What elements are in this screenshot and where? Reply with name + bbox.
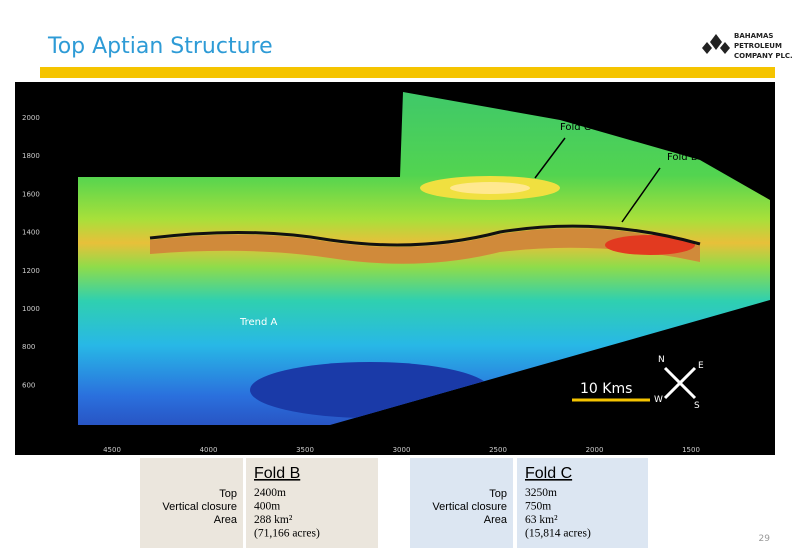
row-label: Area <box>214 514 238 526</box>
compass-label: S <box>694 401 700 411</box>
compass-label: N <box>658 355 665 365</box>
title-bar <box>40 67 775 78</box>
x-axis-label: 3000 <box>393 446 411 454</box>
annotation: Trend A <box>239 317 278 328</box>
logo: Bahamas Petroleum Company plc. <box>702 32 793 60</box>
row-value: 2400m <box>254 487 286 499</box>
arrow <box>534 137 566 179</box>
row-label: Vertical closure <box>432 501 507 513</box>
x-axis-label: 2000 <box>586 446 604 454</box>
compass-label: W <box>654 395 663 405</box>
row-label: Vertical closure <box>162 501 237 513</box>
title: Top Aptian Structure <box>47 34 273 59</box>
logo-text: Bahamas <box>734 32 773 40</box>
y-axis-label: 1400 <box>22 229 40 237</box>
row-value: 63 km² <box>525 514 558 526</box>
table-label-cell <box>410 458 513 548</box>
table-value-cell <box>246 458 378 548</box>
y-axis-label: 1800 <box>22 152 40 160</box>
y-axis-label: 1000 <box>22 305 40 313</box>
table-title: Fold C <box>525 465 572 482</box>
row-value: (15,814 acres) <box>525 528 591 540</box>
annotation: Fold B <box>667 152 698 163</box>
row-value: 288 km² <box>254 514 293 526</box>
logo-text: Petroleum <box>734 42 782 50</box>
row-value: 400m <box>254 501 280 513</box>
compass-label: E <box>698 361 704 371</box>
table-value-cell <box>517 458 648 548</box>
table-title: Fold B <box>254 465 300 482</box>
y-axis-label: 1600 <box>22 190 40 198</box>
compass: N E S W <box>654 355 704 411</box>
y-axis-label: 1200 <box>22 267 40 275</box>
logo-text: Company plc. <box>734 52 793 60</box>
x-axis-label: 4500 <box>103 446 121 454</box>
y-axis-label: 600 <box>22 381 35 389</box>
x-axis-label: 4000 <box>200 446 218 454</box>
row-value: 750m <box>525 501 551 513</box>
row-label: Area <box>484 514 508 526</box>
row-label: Top <box>489 488 507 500</box>
scale-label: 10 Kms <box>580 381 632 397</box>
x-axis-label: 2500 <box>489 446 507 454</box>
annotation: Fold C <box>560 122 591 133</box>
table-label-cell <box>140 458 243 548</box>
x-axis-label: 3500 <box>296 446 314 454</box>
row-label: Top <box>219 488 237 500</box>
row-value: 3250m <box>525 487 557 499</box>
page-number: 29 <box>759 534 771 544</box>
x-axis-label: 1500 <box>682 446 700 454</box>
y-axis-label: 2000 <box>22 114 40 122</box>
y-axis-label: 800 <box>22 343 35 351</box>
arrow <box>621 167 661 223</box>
row-value: (71,166 acres) <box>254 528 320 540</box>
